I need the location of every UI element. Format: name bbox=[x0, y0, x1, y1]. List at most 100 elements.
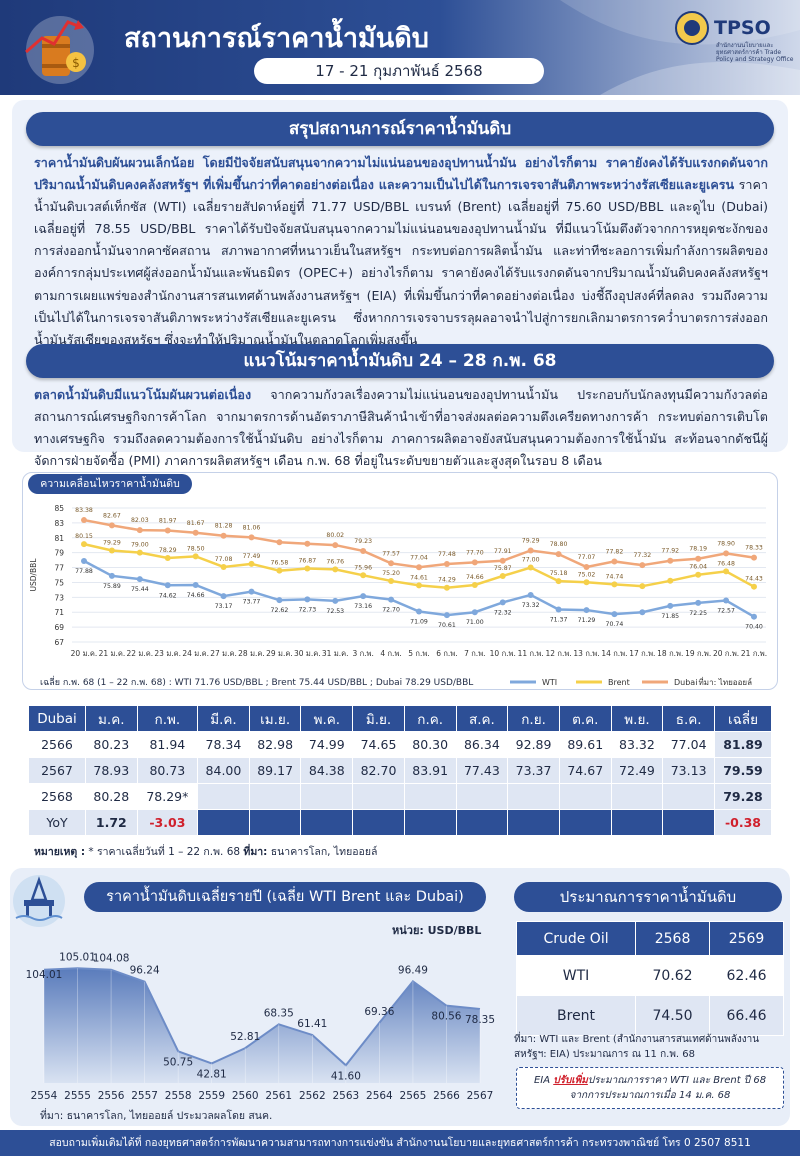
data-label-dubai: 77.32 bbox=[633, 552, 651, 559]
data-point-wti bbox=[332, 597, 339, 604]
table-cell bbox=[455, 809, 509, 836]
area-x-label: 2563 bbox=[332, 1090, 359, 1102]
table-cell: 72.49 bbox=[610, 757, 664, 784]
data-label-wti: 72.57 bbox=[717, 608, 735, 615]
column-header: พ.ค. bbox=[300, 705, 354, 732]
x-tick-label: 18 ก.พ. bbox=[657, 649, 683, 658]
eia-highlight: ปรับเพิ่ม bbox=[553, 1075, 588, 1086]
data-point-brent bbox=[583, 579, 590, 586]
page-title: สถานการณ์ราคาน้ำมันดิบ bbox=[124, 23, 429, 54]
table-row: 2566 80.23 81.94 78.34 82.98 74.99 74.65 80.30 8… bbox=[28, 731, 773, 758]
dubai-monthly-table: Dubai ม.ค. ก.พ. มี.ค. เม.ย. พ.ค. มิ.ย. ก.ค. ส.ค.… bbox=[28, 705, 773, 836]
area-x-label: 2560 bbox=[232, 1090, 259, 1102]
average-cell: -0.38 bbox=[713, 809, 773, 836]
table-row: 2568 80.28 78.29* 79.28 bbox=[28, 783, 773, 810]
area-data-label: 41.60 bbox=[331, 1070, 361, 1082]
data-label-wti: 71.29 bbox=[578, 617, 596, 624]
data-point-wti bbox=[667, 602, 674, 609]
data-label-wti: 72.25 bbox=[689, 610, 707, 617]
data-point-brent bbox=[388, 577, 395, 584]
area-x-label: 2559 bbox=[198, 1090, 225, 1102]
line-chart-svg: 67 69 71 73 75 77 79 81 83 85 USD/BBL 20 ม.ค. 21 ม.ค… bbox=[29, 504, 767, 687]
area-data-label: 105.01 bbox=[59, 951, 96, 963]
area-data-label: 61.41 bbox=[297, 1018, 327, 1030]
table-cell: 84.00 bbox=[197, 757, 250, 784]
data-label-brent: 79.00 bbox=[131, 542, 149, 549]
footer: สอบถามเพิ่มเติมได้ที่ กองยุทธศาสตร์การพั… bbox=[0, 1130, 800, 1156]
data-label-brent: 75.02 bbox=[578, 571, 596, 578]
data-point-brent bbox=[555, 578, 562, 585]
data-label-brent: 78.29 bbox=[159, 547, 177, 554]
oil-barrel-icon: $ bbox=[25, 16, 94, 84]
area-data-label: 96.24 bbox=[130, 965, 160, 977]
data-point-brent bbox=[360, 572, 367, 579]
data-label-brent: 75.87 bbox=[494, 565, 512, 572]
estimate-cell: 70.62 bbox=[635, 955, 711, 996]
table-cell: 78.93 bbox=[84, 757, 138, 784]
table-cell: 82.98 bbox=[248, 731, 302, 758]
data-label-dubai: 79.29 bbox=[522, 538, 540, 545]
average-cell: 79.59 bbox=[713, 757, 773, 784]
data-point-wti bbox=[360, 593, 367, 600]
data-point-dubai bbox=[192, 529, 199, 536]
data-label-dubai: 78.33 bbox=[745, 545, 763, 552]
area-data-label: 104.01 bbox=[26, 969, 63, 981]
area-x-label: 2556 bbox=[98, 1090, 125, 1102]
data-point-wti bbox=[555, 606, 562, 613]
column-header: ก.ค. bbox=[403, 705, 457, 732]
area-data-label: 68.35 bbox=[264, 1007, 294, 1019]
data-point-wti bbox=[527, 591, 534, 598]
data-point-brent bbox=[81, 541, 87, 548]
table-cell bbox=[455, 783, 509, 810]
table-cell: 80.73 bbox=[136, 757, 199, 784]
data-point-brent bbox=[416, 582, 422, 589]
summary-lead: ราคาน้ำมันดิบผันผวนเล็กน้อย โดยมีปัจจัยส… bbox=[34, 155, 768, 193]
summary-body: ราคาน้ำมันดิบเวสต์เท็กซัส (WTI) เฉลี่ยรา… bbox=[34, 177, 768, 347]
row-year-cell: YoY bbox=[28, 809, 86, 836]
table-cell: 74.67 bbox=[558, 757, 612, 784]
y-tick-label: 69 bbox=[54, 623, 64, 632]
area-data-label: 52.81 bbox=[230, 1031, 260, 1043]
x-tick-label: 17 ก.พ. bbox=[629, 649, 655, 658]
data-label-wti: 71.09 bbox=[410, 619, 428, 626]
data-point-brent bbox=[276, 567, 283, 574]
data-label-brent: 80.15 bbox=[75, 533, 93, 540]
table-cell: 82.70 bbox=[352, 757, 405, 784]
estimate-table: Crude Oil 2568 2569 WTI 70.62 62.46 Brent 74.5… bbox=[515, 921, 784, 1036]
annual-source: ที่มา: ธนาคารโลก, ไทยออยล์ ประมวลผลโดย ส… bbox=[40, 1110, 273, 1122]
data-point-dubai bbox=[388, 560, 395, 567]
table-cell bbox=[610, 783, 664, 810]
area-x-label: 2567 bbox=[467, 1090, 494, 1102]
eia-line2: จากการประมาณการเมื่อ 14 ม.ค. 68 bbox=[569, 1090, 731, 1101]
estimate-cell: 74.50 bbox=[635, 995, 711, 1036]
data-point-wti bbox=[416, 608, 422, 615]
table-cell: 80.23 bbox=[84, 731, 138, 758]
data-point-brent bbox=[471, 581, 478, 588]
column-header-dubai: Dubai bbox=[28, 705, 86, 732]
x-tick-label: 3 ก.พ. bbox=[352, 649, 373, 658]
area-data-label: 69.36 bbox=[364, 1006, 394, 1018]
source-text: ธนาคารโลก, ไทยออยล์ bbox=[267, 846, 378, 858]
data-point-dubai bbox=[639, 562, 646, 569]
data-point-dubai bbox=[583, 564, 590, 571]
data-point-brent bbox=[248, 560, 255, 567]
y-tick-label: 77 bbox=[54, 564, 64, 573]
data-point-wti bbox=[611, 611, 618, 618]
area-data-label: 78.35 bbox=[465, 1014, 495, 1026]
data-point-dubai bbox=[81, 517, 87, 524]
x-tick-label: 24 ม.ค. bbox=[182, 649, 209, 658]
eia-pre: EIA bbox=[533, 1075, 554, 1086]
area-chart-svg: 104.01 2554 105.01 2555 104.08 2556 96.24 2557 5… bbox=[26, 951, 495, 1102]
area-x-label: 2565 bbox=[400, 1090, 427, 1102]
y-tick-label: 73 bbox=[54, 593, 64, 602]
area-data-label: 96.49 bbox=[398, 964, 428, 976]
estimate-table-header: Crude Oil 2568 2569 bbox=[515, 921, 784, 956]
data-label-brent: 74.74 bbox=[606, 573, 624, 580]
data-point-brent bbox=[332, 566, 339, 573]
data-label-brent: 76.76 bbox=[326, 558, 344, 565]
data-label-brent: 74.29 bbox=[438, 577, 456, 584]
note-label: หมายเหตุ : bbox=[34, 846, 86, 858]
area-x-label: 2558 bbox=[165, 1090, 192, 1102]
data-label-wti: 75.44 bbox=[131, 586, 149, 593]
summary-paragraph: ราคาน้ำมันดิบผันผวนเล็กน้อย โดยมีปัจจัยส… bbox=[34, 152, 768, 351]
